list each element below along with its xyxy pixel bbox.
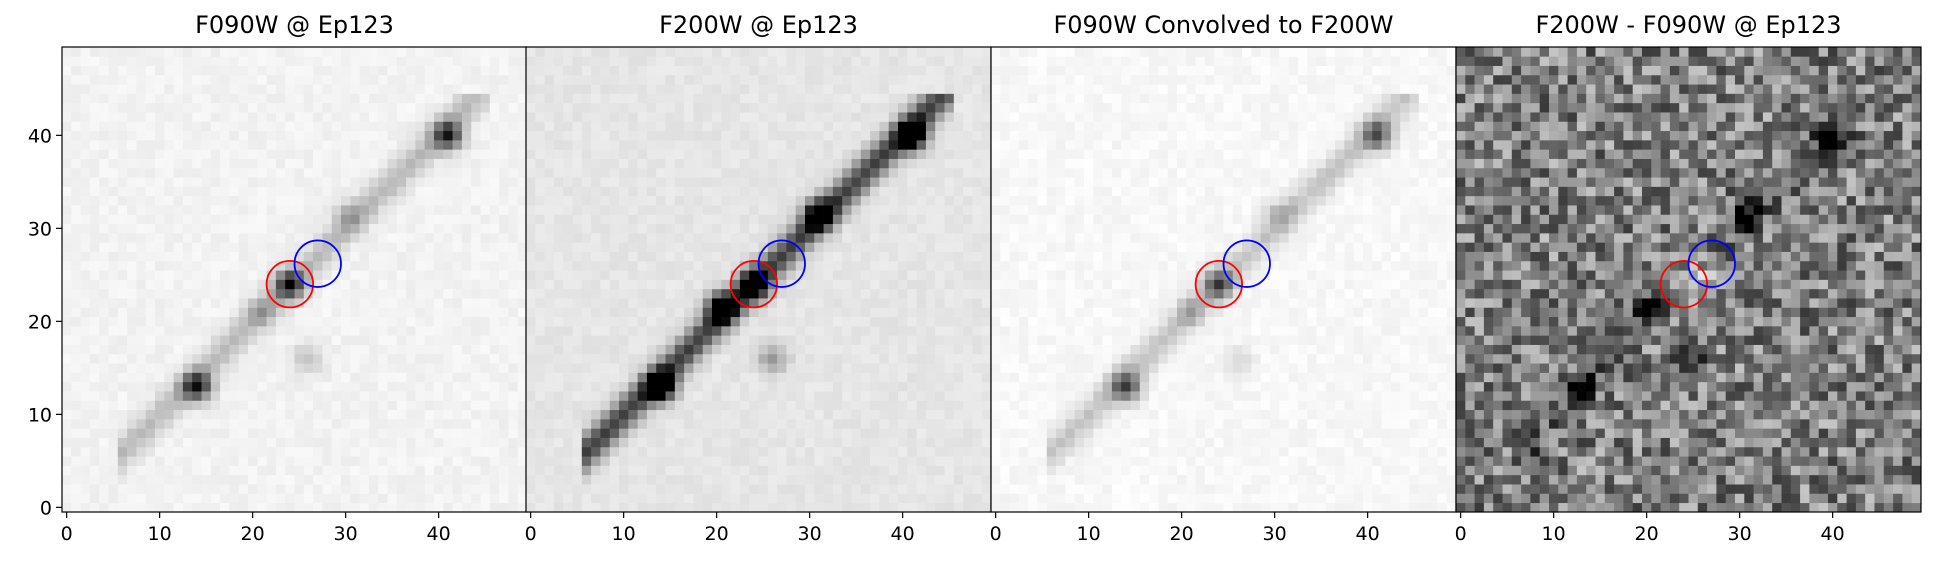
x-tick-label: 0 bbox=[61, 523, 73, 545]
red-circle-marker bbox=[265, 259, 315, 309]
blue-circle-marker bbox=[757, 239, 806, 288]
x-tick-label: 0 bbox=[1455, 523, 1467, 545]
x-tick-label: 40 bbox=[1356, 523, 1380, 545]
panel-4: F200W - F090W @ Ep123 0 10 20 30 40 bbox=[1455, 11, 1922, 545]
axes-frame bbox=[1455, 46, 1922, 513]
y-tick-label: 10 bbox=[28, 404, 52, 426]
y-tick-label: 20 bbox=[28, 311, 52, 333]
x-tick-label: 0 bbox=[525, 523, 537, 545]
panel-title: F200W @ Ep123 bbox=[659, 11, 858, 39]
panel-title: F090W Convolved to F200W bbox=[1053, 11, 1393, 39]
red-circle-marker bbox=[1659, 259, 1708, 309]
panel-2: F200W @ Ep123 0 10 20 30 40 bbox=[525, 11, 992, 545]
panel-3: F090W Convolved to F200W 0 10 20 30 40 bbox=[990, 11, 1457, 545]
red-circle-marker bbox=[729, 259, 778, 309]
x-tick-label: 10 bbox=[148, 523, 172, 545]
image-4 bbox=[1456, 47, 1921, 512]
x-tick-label: 30 bbox=[1728, 523, 1752, 545]
y-tick-label: 0 bbox=[40, 497, 52, 519]
x-tick-label: 10 bbox=[1542, 523, 1566, 545]
x-tick-label: 20 bbox=[1170, 523, 1194, 545]
y-tick-label: 30 bbox=[28, 218, 52, 240]
red-circle-marker bbox=[1194, 259, 1243, 309]
x-tick-label: 30 bbox=[334, 523, 358, 545]
x-tick-label: 20 bbox=[241, 523, 265, 545]
blue-circle-marker bbox=[1687, 239, 1736, 288]
x-tick-label: 40 bbox=[1821, 523, 1845, 545]
y-tick-label: 40 bbox=[28, 125, 52, 147]
blue-circle-marker bbox=[293, 239, 342, 288]
x-tick-label: 10 bbox=[1077, 523, 1101, 545]
image-1 bbox=[62, 47, 527, 512]
x-tick-label: 10 bbox=[612, 523, 636, 545]
x-tick-label: 40 bbox=[891, 523, 915, 545]
blue-circle-marker bbox=[1222, 239, 1271, 288]
x-tick-label: 20 bbox=[1635, 523, 1659, 545]
x-tick-label: 20 bbox=[705, 523, 729, 545]
x-tick-label: 40 bbox=[427, 523, 451, 545]
image-3 bbox=[991, 47, 1456, 512]
x-tick-label: 30 bbox=[798, 523, 822, 545]
x-tick-label: 0 bbox=[990, 523, 1002, 545]
panel-title: F090W @ Ep123 bbox=[195, 11, 394, 39]
panel-title: F200W - F090W @ Ep123 bbox=[1535, 11, 1841, 39]
x-tick-label: 30 bbox=[1263, 523, 1287, 545]
panel-1: F090W @ Ep123 0 10 20 30 40 0 10 20 30 40 bbox=[28, 11, 528, 545]
image-2 bbox=[526, 47, 991, 512]
